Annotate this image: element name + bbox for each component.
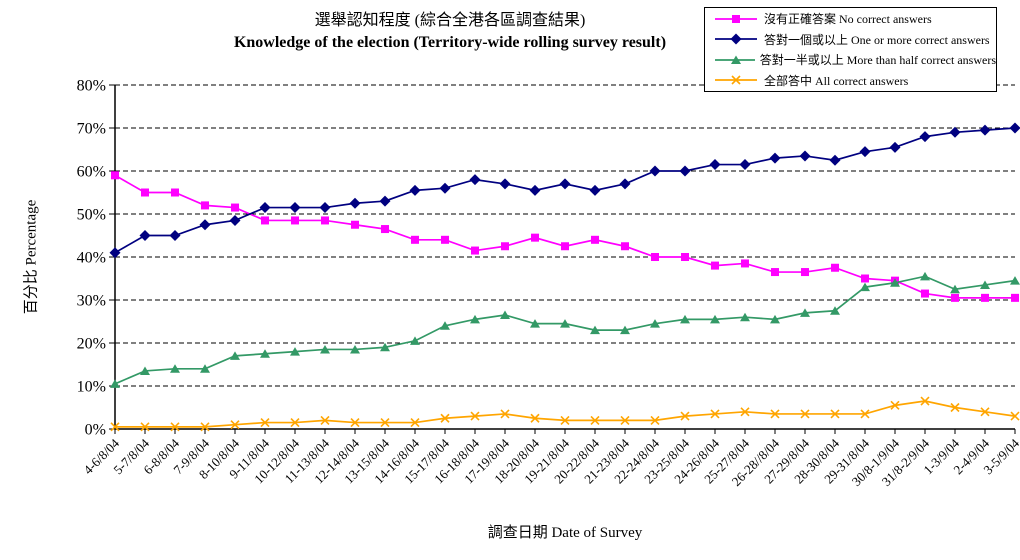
series-2 (110, 271, 1020, 388)
legend-label: 全部答中 All correct answers (764, 73, 909, 88)
legend-item-0: 沒有正確答案 No correct answers (705, 9, 996, 28)
y-tick-label: 10% (77, 379, 106, 396)
x-axis-tick-labels: 4-6/8/045-7/8/046-8/8/047-9/8/048-10/8/0… (80, 435, 1020, 489)
legend-item-1: 答對一個或以上 One or more correct answers (705, 30, 996, 49)
legend-item-2: 答對一半或以上 More than half correct answers (705, 50, 996, 69)
legend-marker-diamond (715, 33, 757, 45)
legend-label: 答對一個或以上 One or more correct answers (764, 32, 990, 47)
y-tick-label: 30% (77, 293, 106, 310)
gridlines (115, 84, 1015, 387)
legend-label: 答對一半或以上 More than half correct answers (759, 53, 996, 68)
y-axis-title: 百分比 Percentage (23, 199, 40, 315)
x-axis-title: 調查日期 Date of Survey (487, 525, 643, 541)
y-axis-tick-labels: 0% 10% 20% 30% 40% 50% 60% 70% 80% (77, 78, 106, 439)
y-tick-label: 20% (77, 336, 106, 353)
legend-marker-x (715, 75, 757, 85)
legend-marker-triangle (715, 55, 755, 64)
legend: 沒有正確答案 No correct answers 答對一個或以上 One or … (704, 7, 997, 92)
y-tick-label: 80% (77, 78, 106, 95)
chart-title-en: Knowledge of the election (Territory-wid… (233, 34, 667, 51)
y-tick-label: 40% (77, 250, 106, 267)
chart-title-zh: 選舉認知程度 (綜合全港各區調查結果) (314, 12, 586, 29)
y-tick-label: 0% (85, 422, 106, 439)
legend-marker-square (715, 14, 757, 23)
chart-title: 選舉認知程度 (綜合全港各區調查結果) Knowledge of the ele… (0, 10, 900, 54)
series-1 (109, 122, 1020, 259)
series-0 (111, 171, 1019, 302)
y-tick-label: 70% (77, 121, 106, 138)
y-tick-label: 60% (77, 164, 106, 181)
axes (109, 84, 1016, 434)
y-tick-label: 50% (77, 207, 106, 224)
series-3 (110, 396, 1020, 432)
legend-item-3: 全部答中 All correct answers (705, 71, 996, 90)
legend-label: 沒有正確答案 No correct answers (764, 12, 932, 27)
